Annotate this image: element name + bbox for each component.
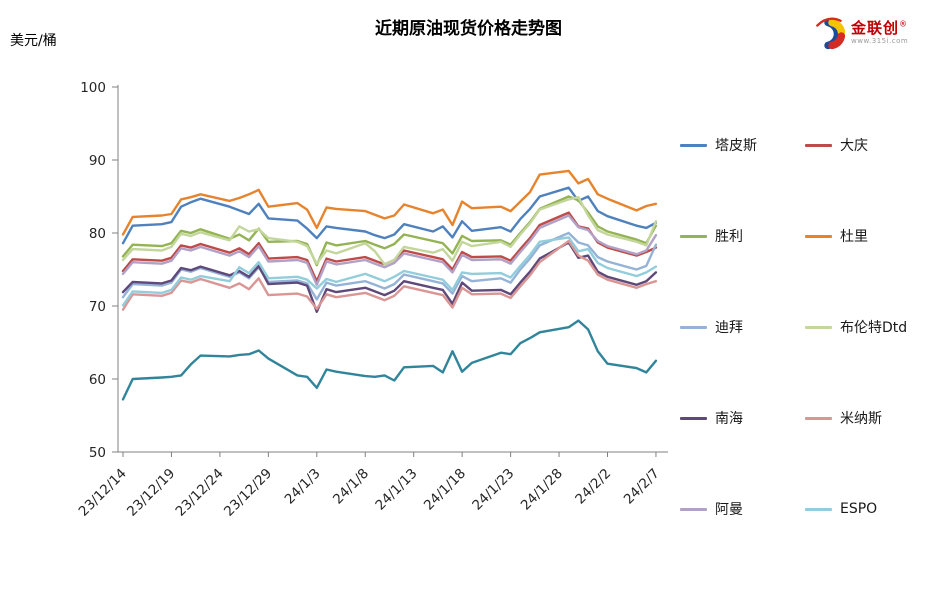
registered-trademark-symbol: ® <box>899 19 908 29</box>
legend-item-塔皮斯: 塔皮斯 <box>680 136 757 154</box>
series-line-米纳斯 <box>121 239 658 311</box>
legend-swatch <box>680 416 707 420</box>
x-tick-label: 24/1/3 <box>282 466 324 508</box>
series-line-阿曼 <box>121 214 658 286</box>
y-tick-label: 70 <box>89 299 106 315</box>
page-title: 近期原油现货价格走势图 <box>375 19 562 39</box>
legend-swatch <box>805 234 832 238</box>
x-tick-label: 23/12/24 <box>173 466 227 520</box>
series-line-unlabeled <box>121 319 658 401</box>
x-tick-label: 23/12/14 <box>76 466 130 520</box>
legend-label: 米纳斯 <box>840 411 882 427</box>
legend-swatch <box>680 143 707 147</box>
legend-label: 南海 <box>715 411 743 427</box>
legend-item-南海: 南海 <box>680 409 743 427</box>
legend-swatch <box>805 143 832 147</box>
y-tick-label: 60 <box>89 372 106 388</box>
legend-label: 塔皮斯 <box>715 138 757 154</box>
legend-swatch <box>680 234 707 238</box>
series-line-ESPO <box>121 236 658 307</box>
y-tick-label: 50 <box>89 445 106 461</box>
legend-item-米纳斯: 米纳斯 <box>805 409 882 427</box>
brand-logo-icon <box>812 16 848 56</box>
x-tick-label: 24/1/13 <box>372 466 420 514</box>
legend-label: 杜里 <box>840 229 868 245</box>
legend-item-阿曼: 阿曼 <box>680 500 743 518</box>
legend-label: ESPO <box>840 501 878 517</box>
legend-swatch <box>805 507 832 511</box>
x-tick-label: 24/1/28 <box>518 466 566 514</box>
legend-label: 阿曼 <box>715 502 743 518</box>
legend-item-大庆: 大庆 <box>805 136 868 154</box>
legend-swatch <box>805 325 832 329</box>
legend-item-杜里: 杜里 <box>805 227 868 245</box>
y-axis-unit-label: 美元/桶 <box>10 33 57 49</box>
legend-label: 大庆 <box>840 138 868 154</box>
legend-swatch <box>680 325 707 329</box>
x-tick-label: 24/2/2 <box>572 466 614 508</box>
series-line-布伦特Dtd <box>121 195 658 266</box>
legend-item-胜利: 胜利 <box>680 227 743 245</box>
brand-name: 金联创 <box>851 19 900 37</box>
legend-label: 迪拜 <box>715 320 743 336</box>
legend-item-迪拜: 迪拜 <box>680 318 743 336</box>
x-tick-label: 24/1/23 <box>469 466 517 514</box>
y-tick-label: 90 <box>89 153 106 169</box>
x-tick-label: 24/1/8 <box>330 466 372 508</box>
legend-swatch <box>805 416 832 420</box>
x-tick-label: 24/2/7 <box>621 466 663 508</box>
brand-logo: 金联创® www.315i.com <box>812 16 908 56</box>
brand-url: www.315i.com <box>851 36 909 45</box>
legend-item-布伦特Dtd: 布伦特Dtd <box>805 318 907 336</box>
legend-item-ESPO: ESPO <box>805 500 877 518</box>
legend-swatch <box>680 507 707 511</box>
legend-label: 胜利 <box>715 229 743 245</box>
x-tick-label: 24/1/18 <box>421 466 469 514</box>
y-tick-label: 80 <box>89 226 106 242</box>
x-tick-label: 23/12/19 <box>124 466 178 520</box>
x-tick-label: 23/12/29 <box>221 466 275 520</box>
y-tick-label: 100 <box>80 80 106 96</box>
series-line-塔皮斯 <box>121 186 658 245</box>
series-line-迪拜 <box>121 231 658 301</box>
legend-label: 布伦特Dtd <box>840 320 908 336</box>
series-line-杜里 <box>121 169 658 236</box>
